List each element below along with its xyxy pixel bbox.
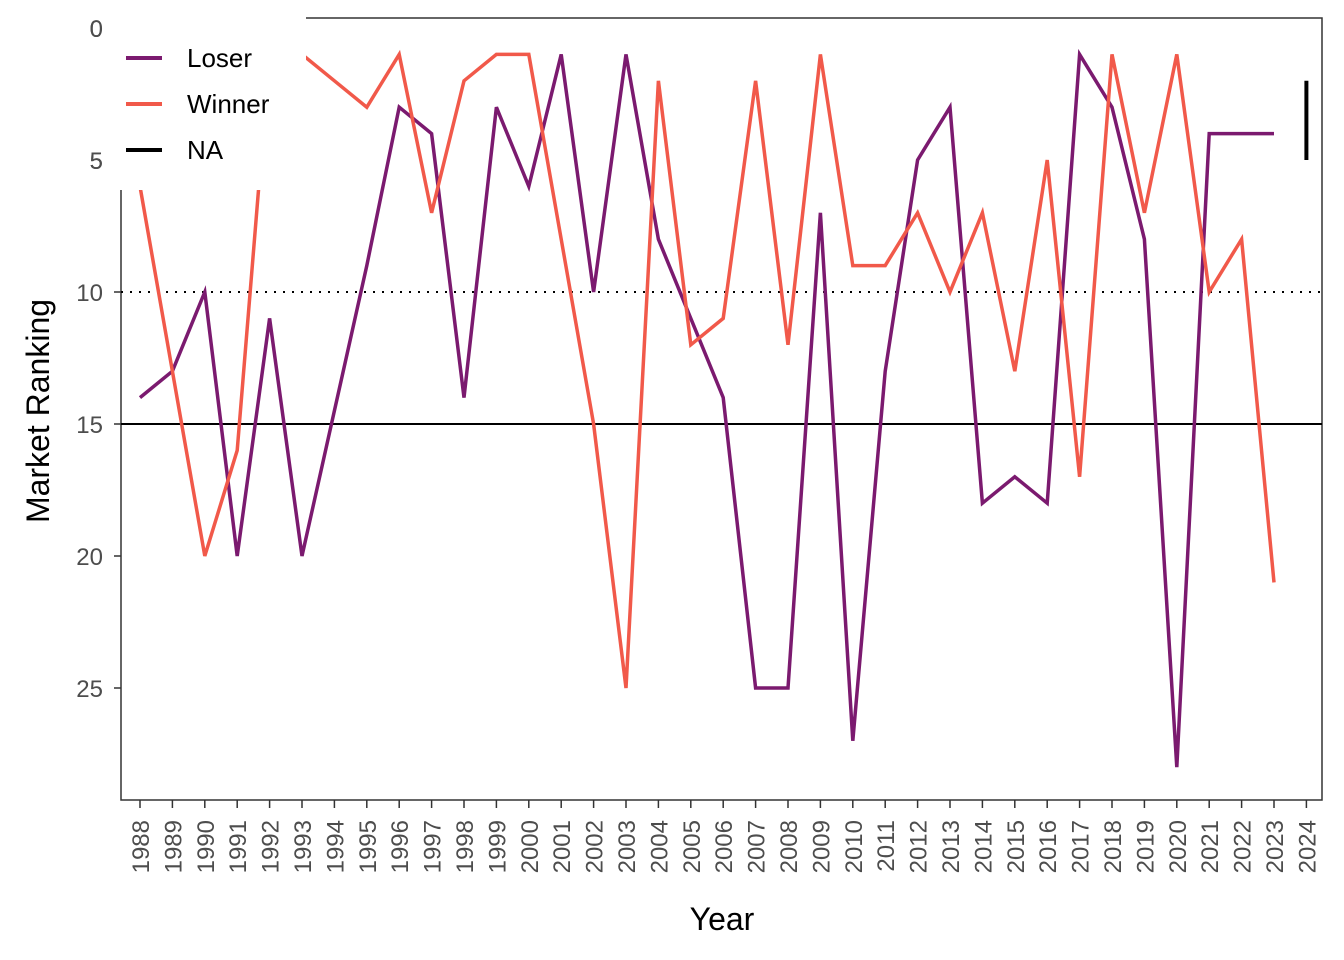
series-line-winner bbox=[138, 49, 1276, 689]
x-tick-label-2008: 2008 bbox=[776, 820, 803, 873]
x-tick-label-1989: 1989 bbox=[160, 820, 187, 873]
reference-lines bbox=[121, 291, 1322, 425]
x-tick-label-2000: 2000 bbox=[517, 820, 544, 873]
series-lines bbox=[138, 48, 1309, 768]
series-line-loser bbox=[138, 48, 1274, 768]
y-tick-label-25: 25 bbox=[76, 676, 103, 703]
plot-border bbox=[120, 17, 1323, 801]
y-axis-title: Market Ranking bbox=[20, 299, 56, 523]
x-tick-label-2019: 2019 bbox=[1132, 820, 1159, 873]
x-tick-label-1994: 1994 bbox=[322, 820, 349, 873]
x-tick-label-1993: 1993 bbox=[290, 820, 317, 873]
x-tick-label-2004: 2004 bbox=[646, 820, 673, 873]
x-tick-label-2014: 2014 bbox=[970, 820, 997, 873]
x-tick-label-1997: 1997 bbox=[420, 820, 447, 873]
x-tick-label-1998: 1998 bbox=[452, 820, 479, 873]
y-tick-label-15: 15 bbox=[76, 412, 103, 439]
x-tick-label-2021: 2021 bbox=[1197, 820, 1224, 873]
x-tick-label-2020: 2020 bbox=[1165, 820, 1192, 873]
plot-area bbox=[120, 17, 1323, 801]
legend-label-winner: Winner bbox=[187, 89, 270, 119]
x-tick-label-2012: 2012 bbox=[906, 820, 933, 873]
x-axis: 1988 1989 1990 1991 1992 1993 1994 1995 1996 1997… bbox=[128, 800, 1321, 873]
legend-label-na: NA bbox=[187, 135, 224, 165]
x-tick-label-2001: 2001 bbox=[549, 820, 576, 873]
x-tick-label-1999: 1999 bbox=[484, 820, 511, 873]
series-loser bbox=[138, 48, 1274, 768]
y-tick-label-top-5: 5 bbox=[90, 148, 103, 175]
y-tick-label-top-0: 0 bbox=[90, 16, 103, 43]
x-tick-label-2010: 2010 bbox=[841, 820, 868, 873]
x-tick-label-2017: 2017 bbox=[1068, 820, 1095, 873]
x-tick-label-1988: 1988 bbox=[128, 820, 155, 873]
x-tick-label-1992: 1992 bbox=[258, 820, 285, 873]
y-axis-top-labels: 05 bbox=[90, 16, 103, 175]
x-tick-label-2006: 2006 bbox=[711, 820, 738, 873]
legend-label-loser: Loser bbox=[187, 43, 252, 73]
x-tick-label-2015: 2015 bbox=[1003, 820, 1030, 873]
x-tick-label-2023: 2023 bbox=[1262, 820, 1289, 873]
x-tick-label-2009: 2009 bbox=[808, 820, 835, 873]
x-tick-label-2002: 2002 bbox=[582, 820, 609, 873]
x-tick-label-1990: 1990 bbox=[193, 820, 220, 873]
x-tick-label-2022: 2022 bbox=[1230, 820, 1257, 873]
x-tick-label-2013: 2013 bbox=[938, 820, 965, 873]
y-tick-label-10: 10 bbox=[76, 280, 103, 307]
y-tick-label-0: 0 bbox=[90, 16, 103, 43]
x-tick-label-2024: 2024 bbox=[1294, 820, 1321, 873]
y-tick-label-5: 5 bbox=[90, 148, 103, 175]
x-tick-label-2016: 2016 bbox=[1035, 820, 1062, 873]
y-tick-label-20: 20 bbox=[76, 544, 103, 571]
x-tick-label-1991: 1991 bbox=[225, 820, 252, 873]
x-tick-label-1995: 1995 bbox=[355, 820, 382, 873]
series-winner bbox=[138, 49, 1276, 689]
legend: Loser Winner NA bbox=[100, 14, 306, 190]
x-tick-label-2011: 2011 bbox=[873, 820, 900, 872]
x-tick-label-1996: 1996 bbox=[387, 820, 414, 873]
x-tick-label-2005: 2005 bbox=[679, 820, 706, 873]
x-tick-label-2003: 2003 bbox=[614, 820, 641, 873]
x-tick-label-2007: 2007 bbox=[744, 820, 771, 873]
x-axis-title: Year bbox=[690, 901, 755, 937]
x-tick-label-2018: 2018 bbox=[1100, 820, 1127, 873]
